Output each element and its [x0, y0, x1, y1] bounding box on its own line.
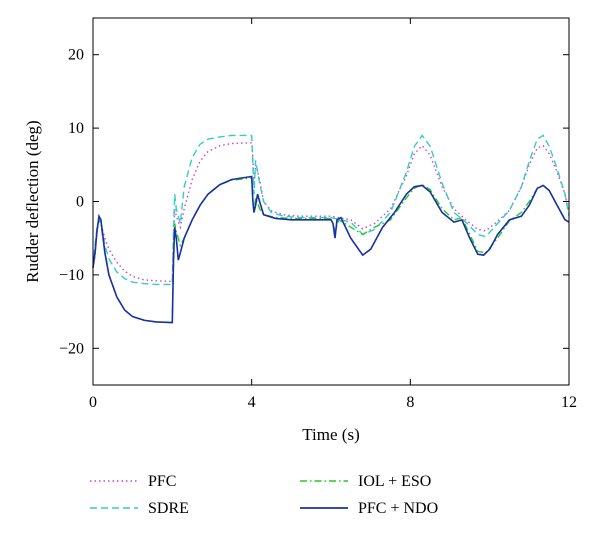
series-layer [92, 134, 570, 324]
legend-label-1: SDRE [148, 500, 189, 517]
series-line-0 [92, 142, 570, 283]
legend: PFC SDRE IOL + ESO PFC + NDO [90, 473, 438, 517]
x-axis-title: Time (s) [302, 425, 359, 444]
y-tick-label: 20 [68, 47, 84, 64]
y-tick-label: −20 [59, 340, 84, 357]
x-tick-label: 4 [248, 394, 256, 411]
x-tick-label: 12 [561, 394, 577, 411]
x-tick-label: 8 [406, 394, 414, 411]
y-tick-label: −10 [59, 267, 84, 284]
legend-label-0: PFC [148, 473, 176, 490]
y-tick-label: 10 [68, 120, 84, 137]
plot-frame [92, 17, 570, 386]
x-tick-label: 0 [89, 394, 97, 411]
series-line-1 [92, 134, 570, 286]
y-axis-title: Rudder deflection (deg) [23, 120, 42, 282]
legend-label-3: PFC + NDO [358, 500, 438, 517]
legend-label-2: IOL + ESO [358, 473, 431, 490]
ticks-layer: 0 4 8 12 −20 −10 0 10 20 [59, 18, 577, 411]
series-line-2 [92, 177, 569, 324]
y-tick-label: 0 [76, 194, 84, 211]
series-line-3 [92, 175, 570, 324]
